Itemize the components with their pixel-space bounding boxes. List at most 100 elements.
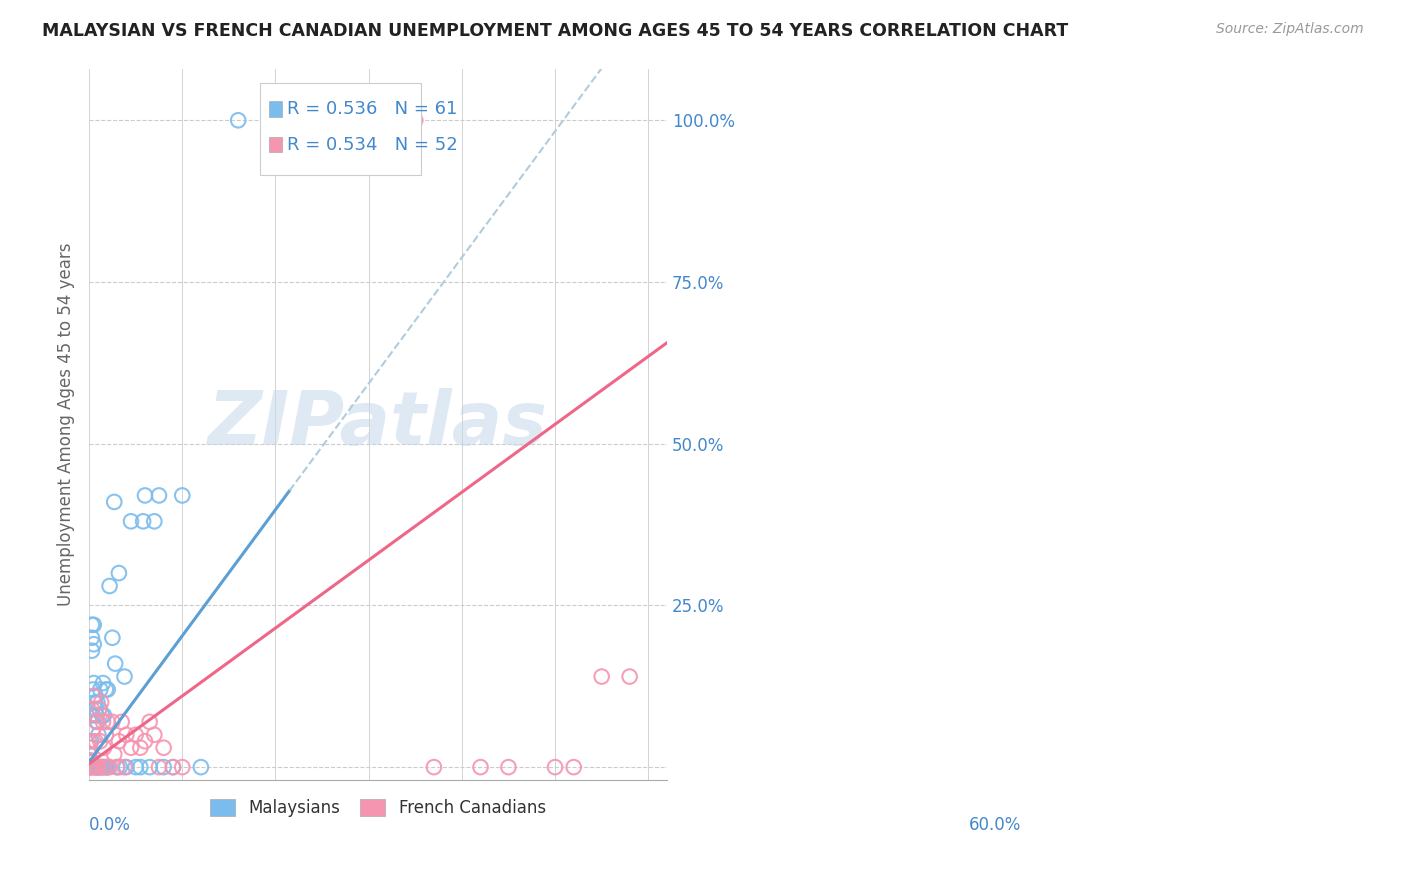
Point xyxy=(143,514,166,528)
Point xyxy=(591,669,613,683)
Point xyxy=(89,702,111,716)
Point xyxy=(108,760,131,774)
Text: ZIPatlas: ZIPatlas xyxy=(208,388,548,461)
Point xyxy=(134,734,156,748)
Point xyxy=(105,760,128,774)
Point xyxy=(104,657,127,671)
Point xyxy=(96,760,118,774)
Point xyxy=(423,760,446,774)
Point xyxy=(83,695,105,709)
Point xyxy=(152,760,174,774)
Point xyxy=(84,702,107,716)
Point xyxy=(96,760,118,774)
Bar xyxy=(270,136,283,153)
Point xyxy=(80,754,103,768)
Point xyxy=(470,760,492,774)
Point xyxy=(124,760,146,774)
Point xyxy=(97,682,120,697)
Point xyxy=(79,740,101,755)
Point xyxy=(84,689,107,703)
Point xyxy=(138,760,160,774)
Point xyxy=(108,734,131,748)
Point xyxy=(77,747,100,761)
Point xyxy=(172,760,194,774)
Point xyxy=(124,728,146,742)
Point xyxy=(152,740,174,755)
Point xyxy=(172,488,194,502)
Point xyxy=(190,760,212,774)
Point xyxy=(619,669,641,683)
Point xyxy=(226,113,249,128)
Y-axis label: Unemployment Among Ages 45 to 54 years: Unemployment Among Ages 45 to 54 years xyxy=(58,243,75,606)
Point xyxy=(129,740,152,755)
Point xyxy=(120,514,142,528)
Point xyxy=(77,760,100,774)
Point xyxy=(98,760,121,774)
Point xyxy=(148,760,170,774)
Point xyxy=(143,728,166,742)
Point xyxy=(97,714,120,729)
Point xyxy=(91,676,114,690)
Point xyxy=(83,637,105,651)
Point xyxy=(80,631,103,645)
Point xyxy=(89,702,111,716)
Point xyxy=(114,760,136,774)
Text: R = 0.536   N = 61: R = 0.536 N = 61 xyxy=(287,100,457,118)
Point xyxy=(79,740,101,755)
Point xyxy=(80,617,103,632)
Point xyxy=(80,760,103,774)
Point xyxy=(83,689,105,703)
Legend: Malaysians, French Canadians: Malaysians, French Canadians xyxy=(202,790,554,825)
Point xyxy=(148,488,170,502)
Point xyxy=(86,695,108,709)
Point xyxy=(108,566,131,580)
Point xyxy=(90,760,112,774)
Point xyxy=(86,760,108,774)
Bar xyxy=(270,102,283,117)
Point xyxy=(91,760,114,774)
Point xyxy=(84,734,107,748)
Point xyxy=(105,760,128,774)
Point xyxy=(86,760,108,774)
Point xyxy=(101,631,124,645)
Point xyxy=(82,708,104,723)
Point xyxy=(86,714,108,729)
Point xyxy=(80,643,103,657)
Point xyxy=(79,760,101,774)
Point xyxy=(82,760,104,774)
Point xyxy=(283,113,305,128)
Point xyxy=(101,714,124,729)
Point xyxy=(120,740,142,755)
Point xyxy=(86,708,108,723)
Point xyxy=(115,728,138,742)
Point xyxy=(87,760,110,774)
Point xyxy=(91,708,114,723)
Point xyxy=(404,113,426,128)
Point xyxy=(77,754,100,768)
Point xyxy=(98,579,121,593)
Point xyxy=(94,728,117,742)
Point xyxy=(83,760,105,774)
Point xyxy=(79,760,101,774)
Point xyxy=(162,760,184,774)
Point xyxy=(562,760,585,774)
Point xyxy=(94,682,117,697)
Point xyxy=(132,514,155,528)
Point xyxy=(89,760,111,774)
Point xyxy=(91,714,114,729)
Text: 60.0%: 60.0% xyxy=(969,815,1021,834)
Point xyxy=(77,754,100,768)
Point xyxy=(93,740,115,755)
Point xyxy=(82,682,104,697)
Text: Source: ZipAtlas.com: Source: ZipAtlas.com xyxy=(1216,22,1364,37)
Text: 0.0%: 0.0% xyxy=(89,815,131,834)
Point xyxy=(87,760,110,774)
Text: R = 0.534   N = 52: R = 0.534 N = 52 xyxy=(287,136,457,153)
Point xyxy=(87,728,110,742)
Point xyxy=(83,760,105,774)
Text: MALAYSIAN VS FRENCH CANADIAN UNEMPLOYMENT AMONG AGES 45 TO 54 YEARS CORRELATION : MALAYSIAN VS FRENCH CANADIAN UNEMPLOYMEN… xyxy=(42,22,1069,40)
Point xyxy=(84,760,107,774)
Point xyxy=(89,734,111,748)
Point xyxy=(134,488,156,502)
Point xyxy=(94,760,117,774)
